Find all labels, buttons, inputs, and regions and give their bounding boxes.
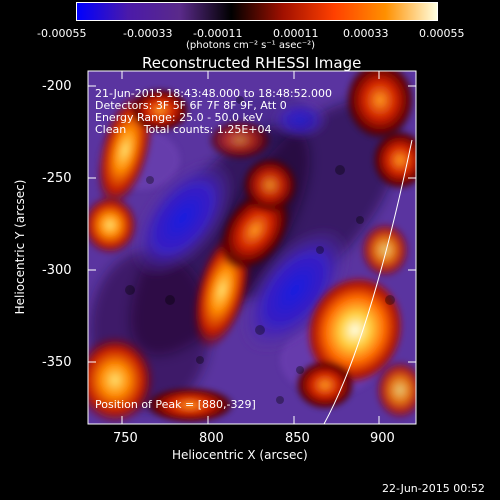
- colorbar-tick-label: 0.00055: [419, 27, 465, 40]
- image-pixels: [88, 71, 416, 424]
- colorbar-unit-label: (photons cm⁻² s⁻¹ asec⁻²): [186, 40, 316, 51]
- detectors-label: Detectors: 3F 5F 6F 7F 8F 9F, Att 0: [95, 99, 287, 112]
- y-tick-label: -350: [42, 355, 72, 370]
- y-tick-label: -200: [42, 79, 72, 94]
- plot-frame: [87, 70, 417, 425]
- peak-position-label: Position of Peak = [880,-329]: [95, 398, 256, 411]
- image-title: Reconstructed RHESSI Image: [142, 54, 362, 72]
- x-tick-label: 850: [285, 431, 310, 446]
- colorbar-tick-label: -0.00033: [123, 27, 173, 40]
- time-range-label: 21-Jun-2015 18:43:48.000 to 18:48:52.000: [95, 87, 333, 100]
- x-axis-ticks: [121, 71, 380, 424]
- colorbar-tick-label: 0.00011: [273, 27, 319, 40]
- x-tick-label: 750: [113, 431, 138, 446]
- x-tick-label: 900: [370, 431, 395, 446]
- y-axis-ticks: [88, 85, 416, 363]
- colorbar-tick-label: -0.00055: [37, 27, 87, 40]
- colorbar: [76, 2, 438, 21]
- colorbar-tick-label: -0.00011: [193, 27, 243, 40]
- y-tick-label: -250: [42, 171, 72, 186]
- solar-limb-line: [323, 139, 413, 425]
- colorbar-tick-label: 0.00033: [343, 27, 389, 40]
- y-axis-title: Heliocentric Y (arcsec): [13, 179, 27, 315]
- clean-counts-label: Clean Total counts: 1.25E+04: [95, 123, 272, 136]
- energy-range-label: Energy Range: 25.0 - 50.0 keV: [95, 111, 263, 124]
- x-tick-label: 800: [199, 431, 224, 446]
- generated-timestamp: 22-Jun-2015 00:52: [382, 482, 485, 495]
- y-tick-label: -300: [42, 263, 72, 278]
- x-axis-title: Heliocentric X (arcsec): [172, 448, 308, 462]
